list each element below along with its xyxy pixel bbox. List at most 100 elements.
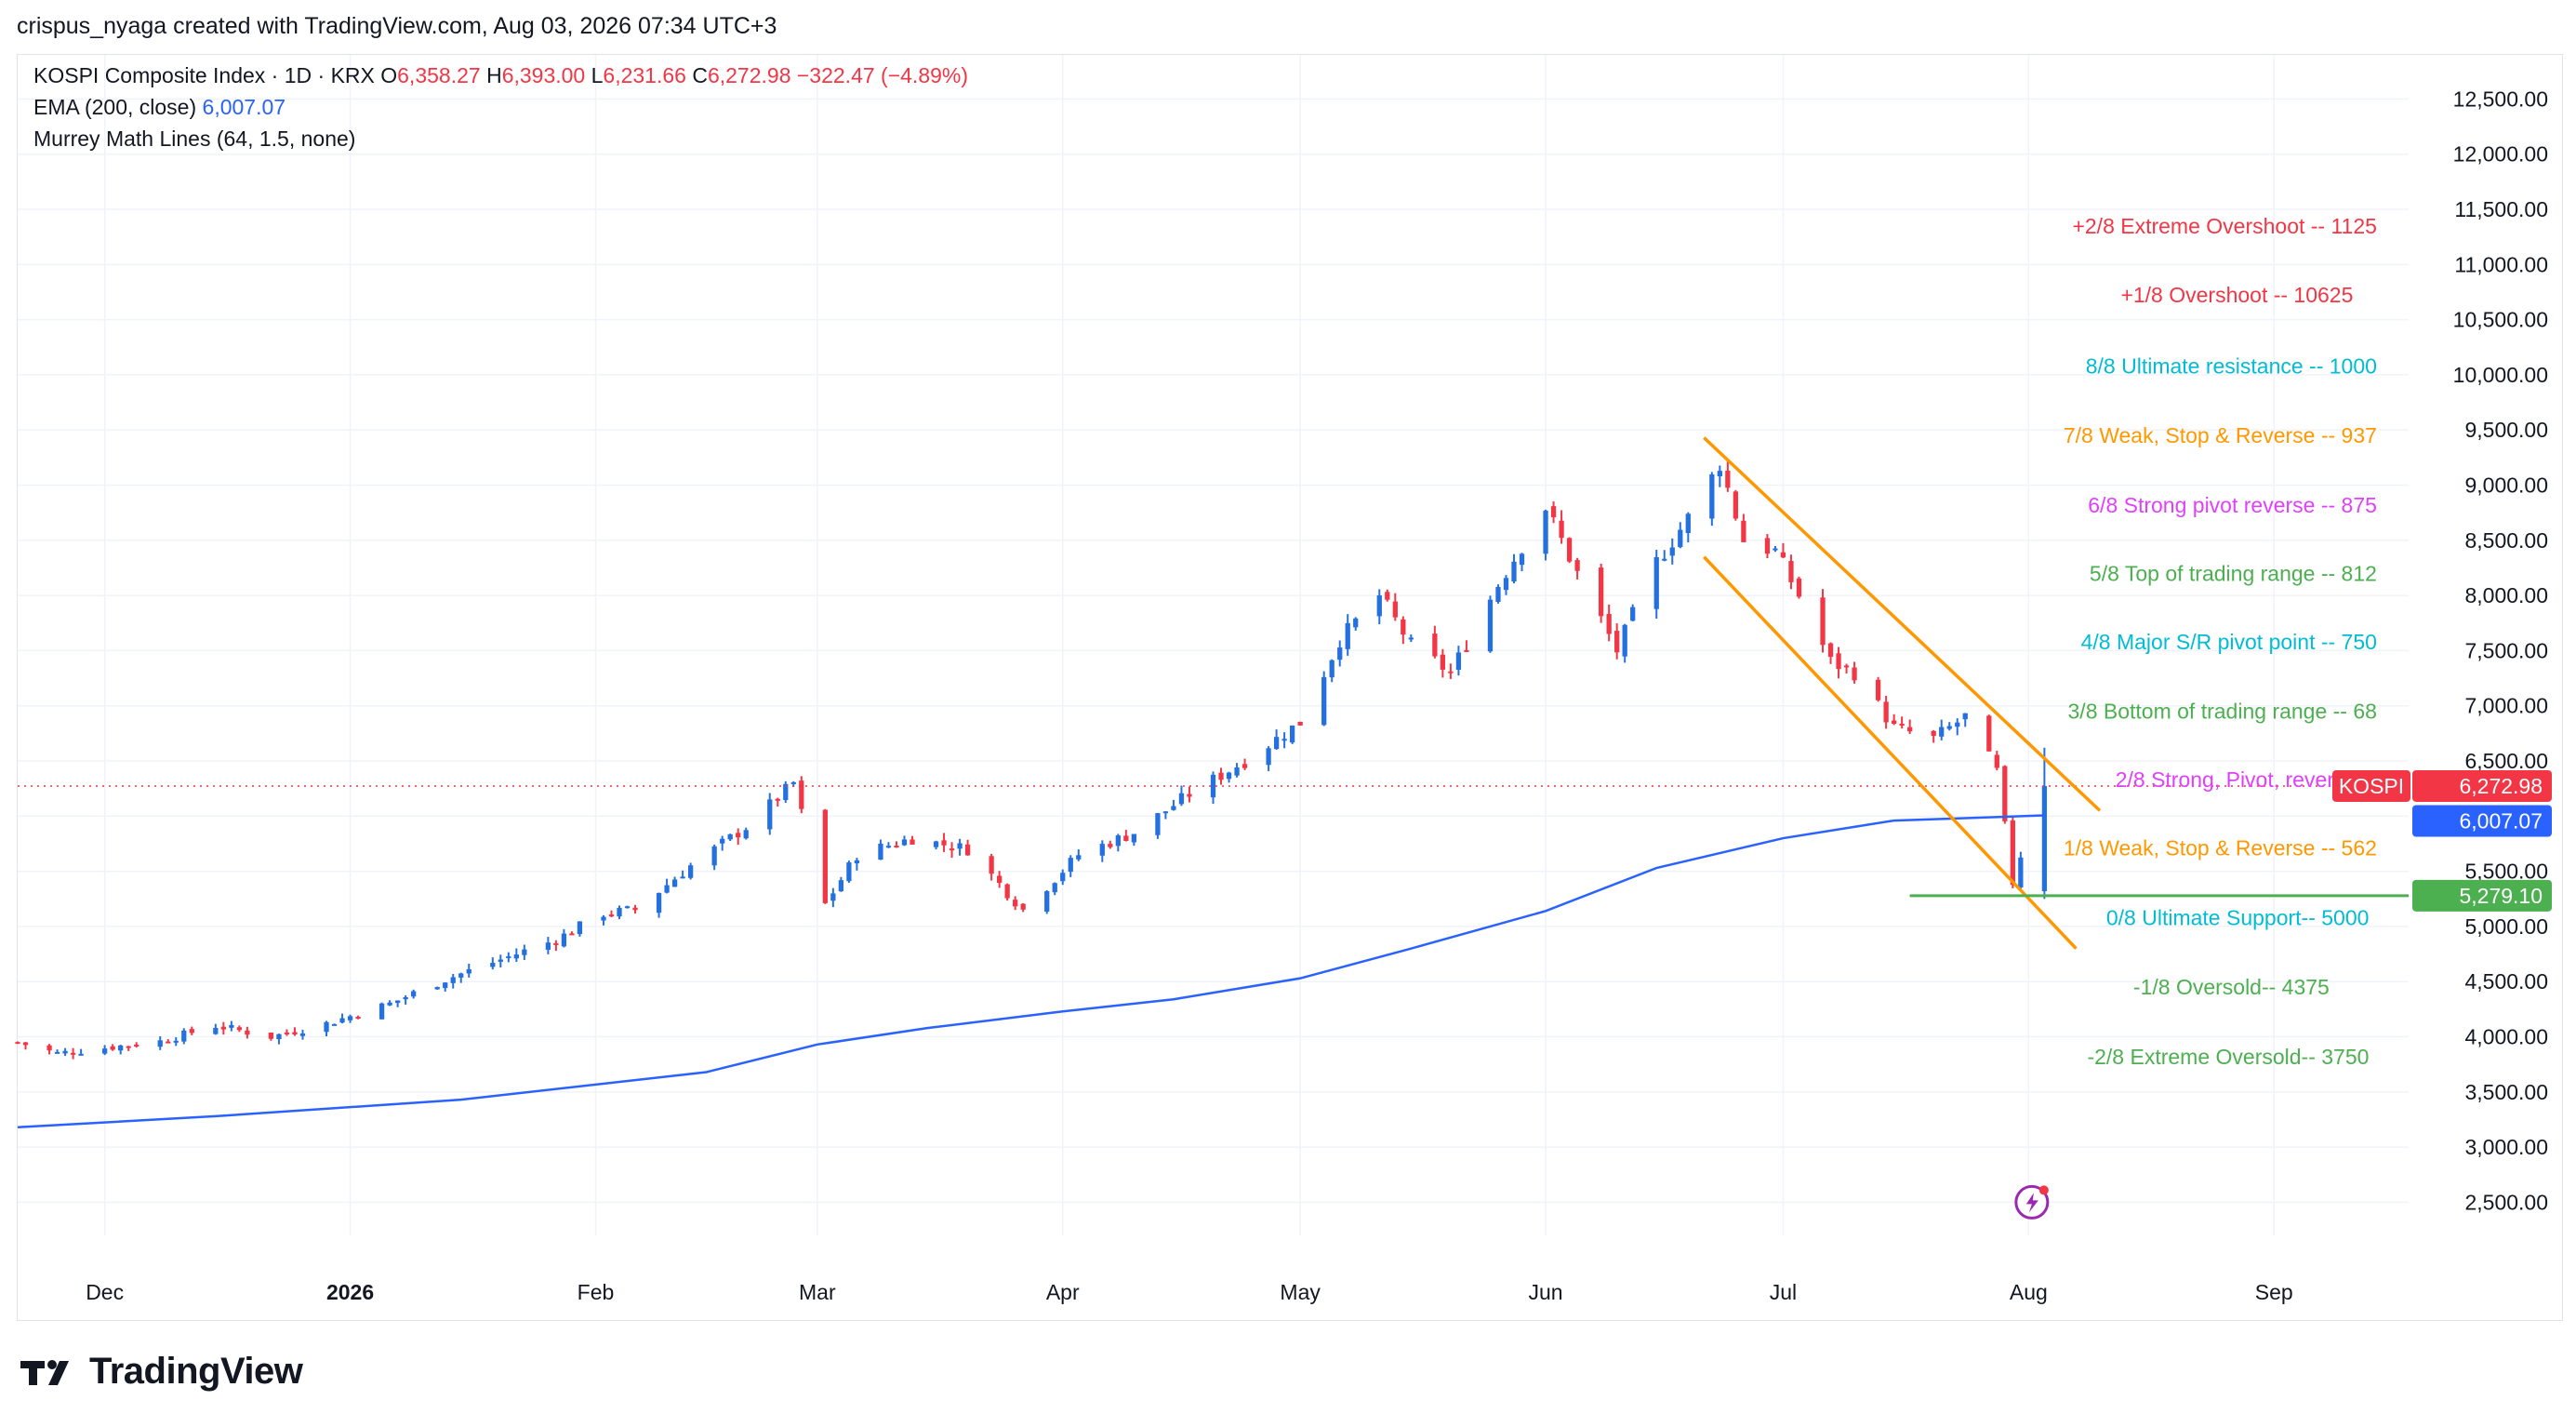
candle (1662, 550, 1667, 562)
y-tick-label: 5,000.00 (2464, 914, 2548, 939)
candle (1385, 589, 1390, 602)
candle (22, 1042, 29, 1050)
candle (720, 835, 725, 851)
legend-low-value: 6,231.66 (603, 63, 686, 87)
candle-body (1076, 855, 1082, 860)
candle-body (1741, 520, 1746, 542)
ema-tag-bg (2412, 805, 2552, 837)
candle (1171, 799, 1176, 811)
candle-body (783, 783, 789, 801)
candle (1210, 771, 1216, 805)
candle (1678, 522, 1683, 549)
x-tick-label: 2026 (326, 1280, 374, 1304)
candle (1266, 746, 1271, 771)
candle (989, 853, 994, 881)
support-tag-bg (2412, 879, 2552, 912)
candle-body (687, 865, 694, 878)
candle (466, 963, 471, 978)
murrey-label: 1/8 Weak, Stop & Reverse -- 562 (2064, 836, 2377, 860)
y-tick-label: 7,000.00 (2464, 694, 2548, 718)
candle (1115, 834, 1121, 852)
candle (166, 1039, 171, 1044)
candle (1962, 713, 1968, 727)
legend-open-value: 6,358.27 (397, 63, 481, 87)
candle (2018, 851, 2024, 891)
candle (1440, 648, 1446, 678)
candle-body (1273, 737, 1280, 750)
candle (1614, 623, 1620, 660)
candle-body (790, 781, 796, 784)
murrey-label: 7/8 Weak, Stop & Reverse -- 937 (2064, 423, 2377, 447)
candle-body (743, 830, 749, 839)
candle-body (1566, 538, 1573, 562)
candle (443, 982, 448, 992)
candle-body (1210, 774, 1216, 798)
candle-body (229, 1024, 234, 1028)
candle (1669, 538, 1675, 565)
candle (1353, 617, 1359, 631)
candle (1836, 647, 1841, 679)
candle (213, 1023, 219, 1035)
candle-body (1440, 654, 1446, 670)
candle (490, 957, 496, 970)
candle-body (173, 1040, 179, 1043)
candle-body (292, 1032, 298, 1035)
candle (498, 954, 503, 967)
candle (617, 905, 622, 920)
candle-body (1946, 726, 1952, 729)
candle (846, 860, 852, 884)
chart-frame[interactable] (17, 54, 2563, 1321)
candle-body (1266, 748, 1271, 766)
candle (1076, 849, 1082, 861)
candle (1764, 534, 1771, 558)
candle (62, 1047, 68, 1057)
price-chart[interactable]: 2,500.00 3,000.00 3,500.00 4,000.00 4,500.00… (0, 0, 2576, 1340)
candle (577, 921, 583, 937)
candle-body (1827, 643, 1834, 658)
candle-body (1044, 891, 1050, 912)
candle-body (220, 1026, 226, 1030)
candle (2041, 747, 2048, 900)
candle (189, 1026, 194, 1035)
candle-body (964, 844, 971, 856)
candle (1020, 902, 1026, 913)
candle-body (577, 921, 583, 935)
alert-lightning-bolt (2025, 1193, 2038, 1213)
legend-murrey-row[interactable]: Murrey Math Lines (64, 1.5, none) (33, 127, 355, 152)
candle (680, 870, 685, 879)
candle-body (1155, 813, 1161, 835)
candle-body (434, 987, 440, 990)
legend-murrey-label: Murrey Math Lines (64, 1.5, none) (33, 127, 356, 151)
candle (236, 1025, 243, 1033)
candle-body (1955, 722, 1960, 727)
candle-body (664, 885, 670, 893)
candle-body (1131, 834, 1137, 843)
candle-body (1773, 548, 1778, 551)
candle-body (1455, 652, 1462, 670)
candle (1622, 623, 1627, 663)
candle (910, 835, 915, 845)
candle (1345, 614, 1350, 656)
legend-ema-value: 6,007.07 (202, 95, 286, 119)
candle (1408, 634, 1414, 643)
candle-body (268, 1032, 274, 1039)
y-tick-label: 4,500.00 (2464, 969, 2548, 994)
candle (70, 1047, 76, 1060)
legend-ema-row[interactable]: EMA (200, close) 6,007.07 (33, 95, 285, 120)
candle-body (1123, 835, 1129, 841)
y-tick-label: 2,500.00 (2464, 1190, 2548, 1214)
candle (1281, 732, 1287, 749)
candle (1401, 616, 1406, 645)
candle-body (1606, 613, 1612, 634)
candle (601, 914, 606, 926)
candle (1796, 576, 1802, 599)
candle (608, 910, 615, 918)
candle (1820, 589, 1826, 653)
y-tick-label: 8,000.00 (2464, 583, 2548, 607)
murrey-label: 6/8 Strong pivot reverse -- 875 (2088, 493, 2377, 517)
candle-body (1108, 844, 1113, 847)
candle-body (387, 1002, 392, 1006)
tradingview-logo[interactable]: TradingView (19, 1351, 303, 1393)
candle-body (213, 1027, 219, 1034)
channel-lower-line (1703, 555, 2078, 950)
